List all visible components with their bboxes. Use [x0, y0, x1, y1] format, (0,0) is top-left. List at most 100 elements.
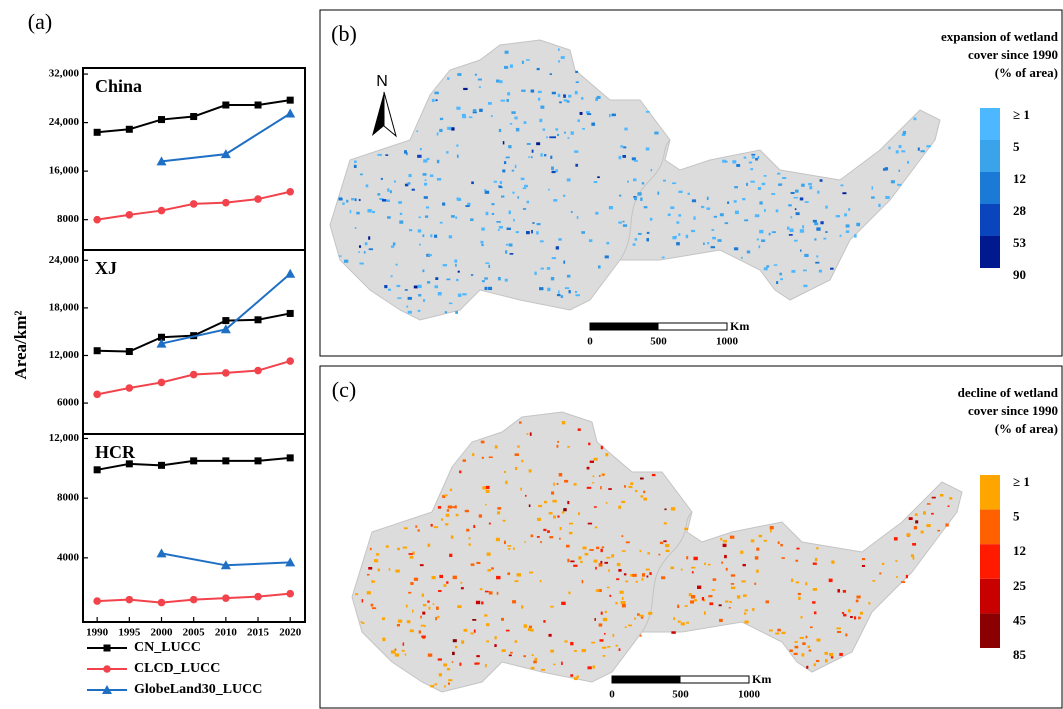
wetland-pixel: [612, 114, 616, 117]
wetland-pixel: [387, 216, 391, 219]
wetland-pixel: [457, 155, 459, 158]
wetland-pixel: [672, 236, 676, 239]
legend-title: cover since 1990: [968, 403, 1058, 418]
wetland-pixel: [474, 663, 478, 665]
wetland-pixel: [487, 552, 491, 555]
wetland-pixel: [488, 265, 490, 268]
wetland-pixel: [551, 166, 554, 169]
wetland-pixel: [693, 216, 695, 219]
wetland-pixel: [580, 112, 583, 115]
wetland-pixel: [436, 99, 438, 101]
wetland-pixel: [505, 51, 509, 54]
wetland-pixel: [591, 123, 595, 126]
wetland-pixel: [408, 592, 411, 594]
wetland-pixel: [800, 616, 802, 618]
wetland-pixel: [458, 294, 462, 297]
wetland-pixel: [485, 287, 488, 290]
marker: [103, 665, 111, 673]
wetland-pixel: [525, 495, 527, 497]
wetland-pixel: [499, 129, 501, 132]
wetland-pixel: [704, 611, 706, 614]
wetland-pixel: [798, 597, 800, 600]
wetland-pixel: [772, 231, 776, 233]
wetland-pixel: [553, 199, 557, 202]
wetland-pixel: [595, 567, 597, 570]
wetland-pixel: [764, 175, 767, 177]
wetland-pixel: [791, 270, 795, 273]
wetland-pixel: [726, 568, 728, 571]
wetland-pixel: [543, 620, 545, 623]
wetland-pixel: [469, 537, 471, 539]
wetland-pixel: [894, 537, 898, 540]
wetland-pixel: [467, 203, 470, 206]
wetland-pixel: [813, 588, 817, 591]
wetland-pixel: [510, 123, 512, 125]
legend-label: ≥ 1: [1013, 107, 1030, 122]
marker: [287, 310, 294, 317]
wetland-pixel: [423, 234, 425, 237]
legend-swatch: [980, 108, 1000, 140]
wetland-pixel: [602, 474, 604, 476]
wetland-pixel: [516, 231, 519, 233]
wetland-pixel: [515, 640, 518, 643]
wetland-pixel: [423, 173, 427, 176]
wetland-pixel: [605, 611, 607, 613]
wetland-pixel: [628, 625, 632, 627]
wetland-pixel: [725, 222, 728, 224]
wetland-pixel: [368, 236, 370, 239]
wetland-pixel: [720, 538, 722, 541]
wetland-pixel: [805, 201, 809, 203]
wetland-pixel: [506, 244, 509, 246]
wetland-pixel: [559, 473, 562, 476]
wetland-pixel: [643, 498, 647, 501]
wetland-pixel: [396, 285, 400, 287]
y-tick-label: 24,000: [49, 116, 80, 128]
wetland-pixel: [547, 267, 550, 270]
wetland-pixel: [406, 306, 408, 308]
wetland-pixel: [497, 507, 501, 509]
wetland-pixel: [437, 160, 439, 163]
wetland-pixel: [419, 244, 421, 246]
wetland-pixel: [469, 116, 472, 118]
wetland-pixel: [663, 180, 666, 182]
wetland-pixel: [895, 560, 897, 562]
wetland-pixel: [790, 229, 794, 232]
wetland-pixel: [569, 532, 573, 534]
wetland-pixel: [608, 488, 612, 490]
wetland-pixel: [640, 478, 644, 480]
wetland-pixel: [556, 246, 559, 249]
wetland-pixel: [798, 593, 801, 595]
wetland-pixel: [482, 280, 485, 282]
wetland-pixel: [599, 563, 603, 566]
wetland-pixel: [915, 513, 918, 516]
wetland-pixel: [573, 565, 577, 567]
wetland-pixel: [355, 227, 357, 229]
wetland-pixel: [781, 632, 785, 634]
wetland-pixel: [517, 196, 519, 198]
wetland-pixel: [422, 594, 424, 597]
wetland-pixel: [440, 222, 443, 224]
scale-label: 1000: [716, 336, 739, 348]
wetland-pixel: [646, 569, 650, 571]
wetland-pixel: [597, 176, 600, 178]
wetland-pixel: [571, 211, 573, 213]
marker: [126, 384, 134, 392]
wetland-pixel: [377, 154, 381, 156]
wetland-pixel: [552, 171, 556, 173]
wetland-pixel: [485, 262, 489, 264]
wetland-pixel: [412, 610, 414, 613]
wetland-pixel: [430, 174, 433, 176]
wetland-pixel: [537, 536, 540, 538]
wetland-pixel: [553, 664, 555, 666]
wetland-pixel: [711, 246, 715, 248]
wetland-pixel: [896, 576, 898, 578]
wetland-pixel: [742, 198, 745, 200]
marker: [287, 454, 294, 461]
wetland-pixel: [809, 186, 812, 189]
wetland-pixel: [459, 663, 461, 666]
wetland-pixel: [391, 275, 393, 277]
wetland-pixel: [561, 56, 565, 59]
y-tick-label: 12,000: [49, 432, 80, 444]
wetland-pixel: [600, 561, 602, 564]
wetland-pixel: [741, 580, 745, 582]
